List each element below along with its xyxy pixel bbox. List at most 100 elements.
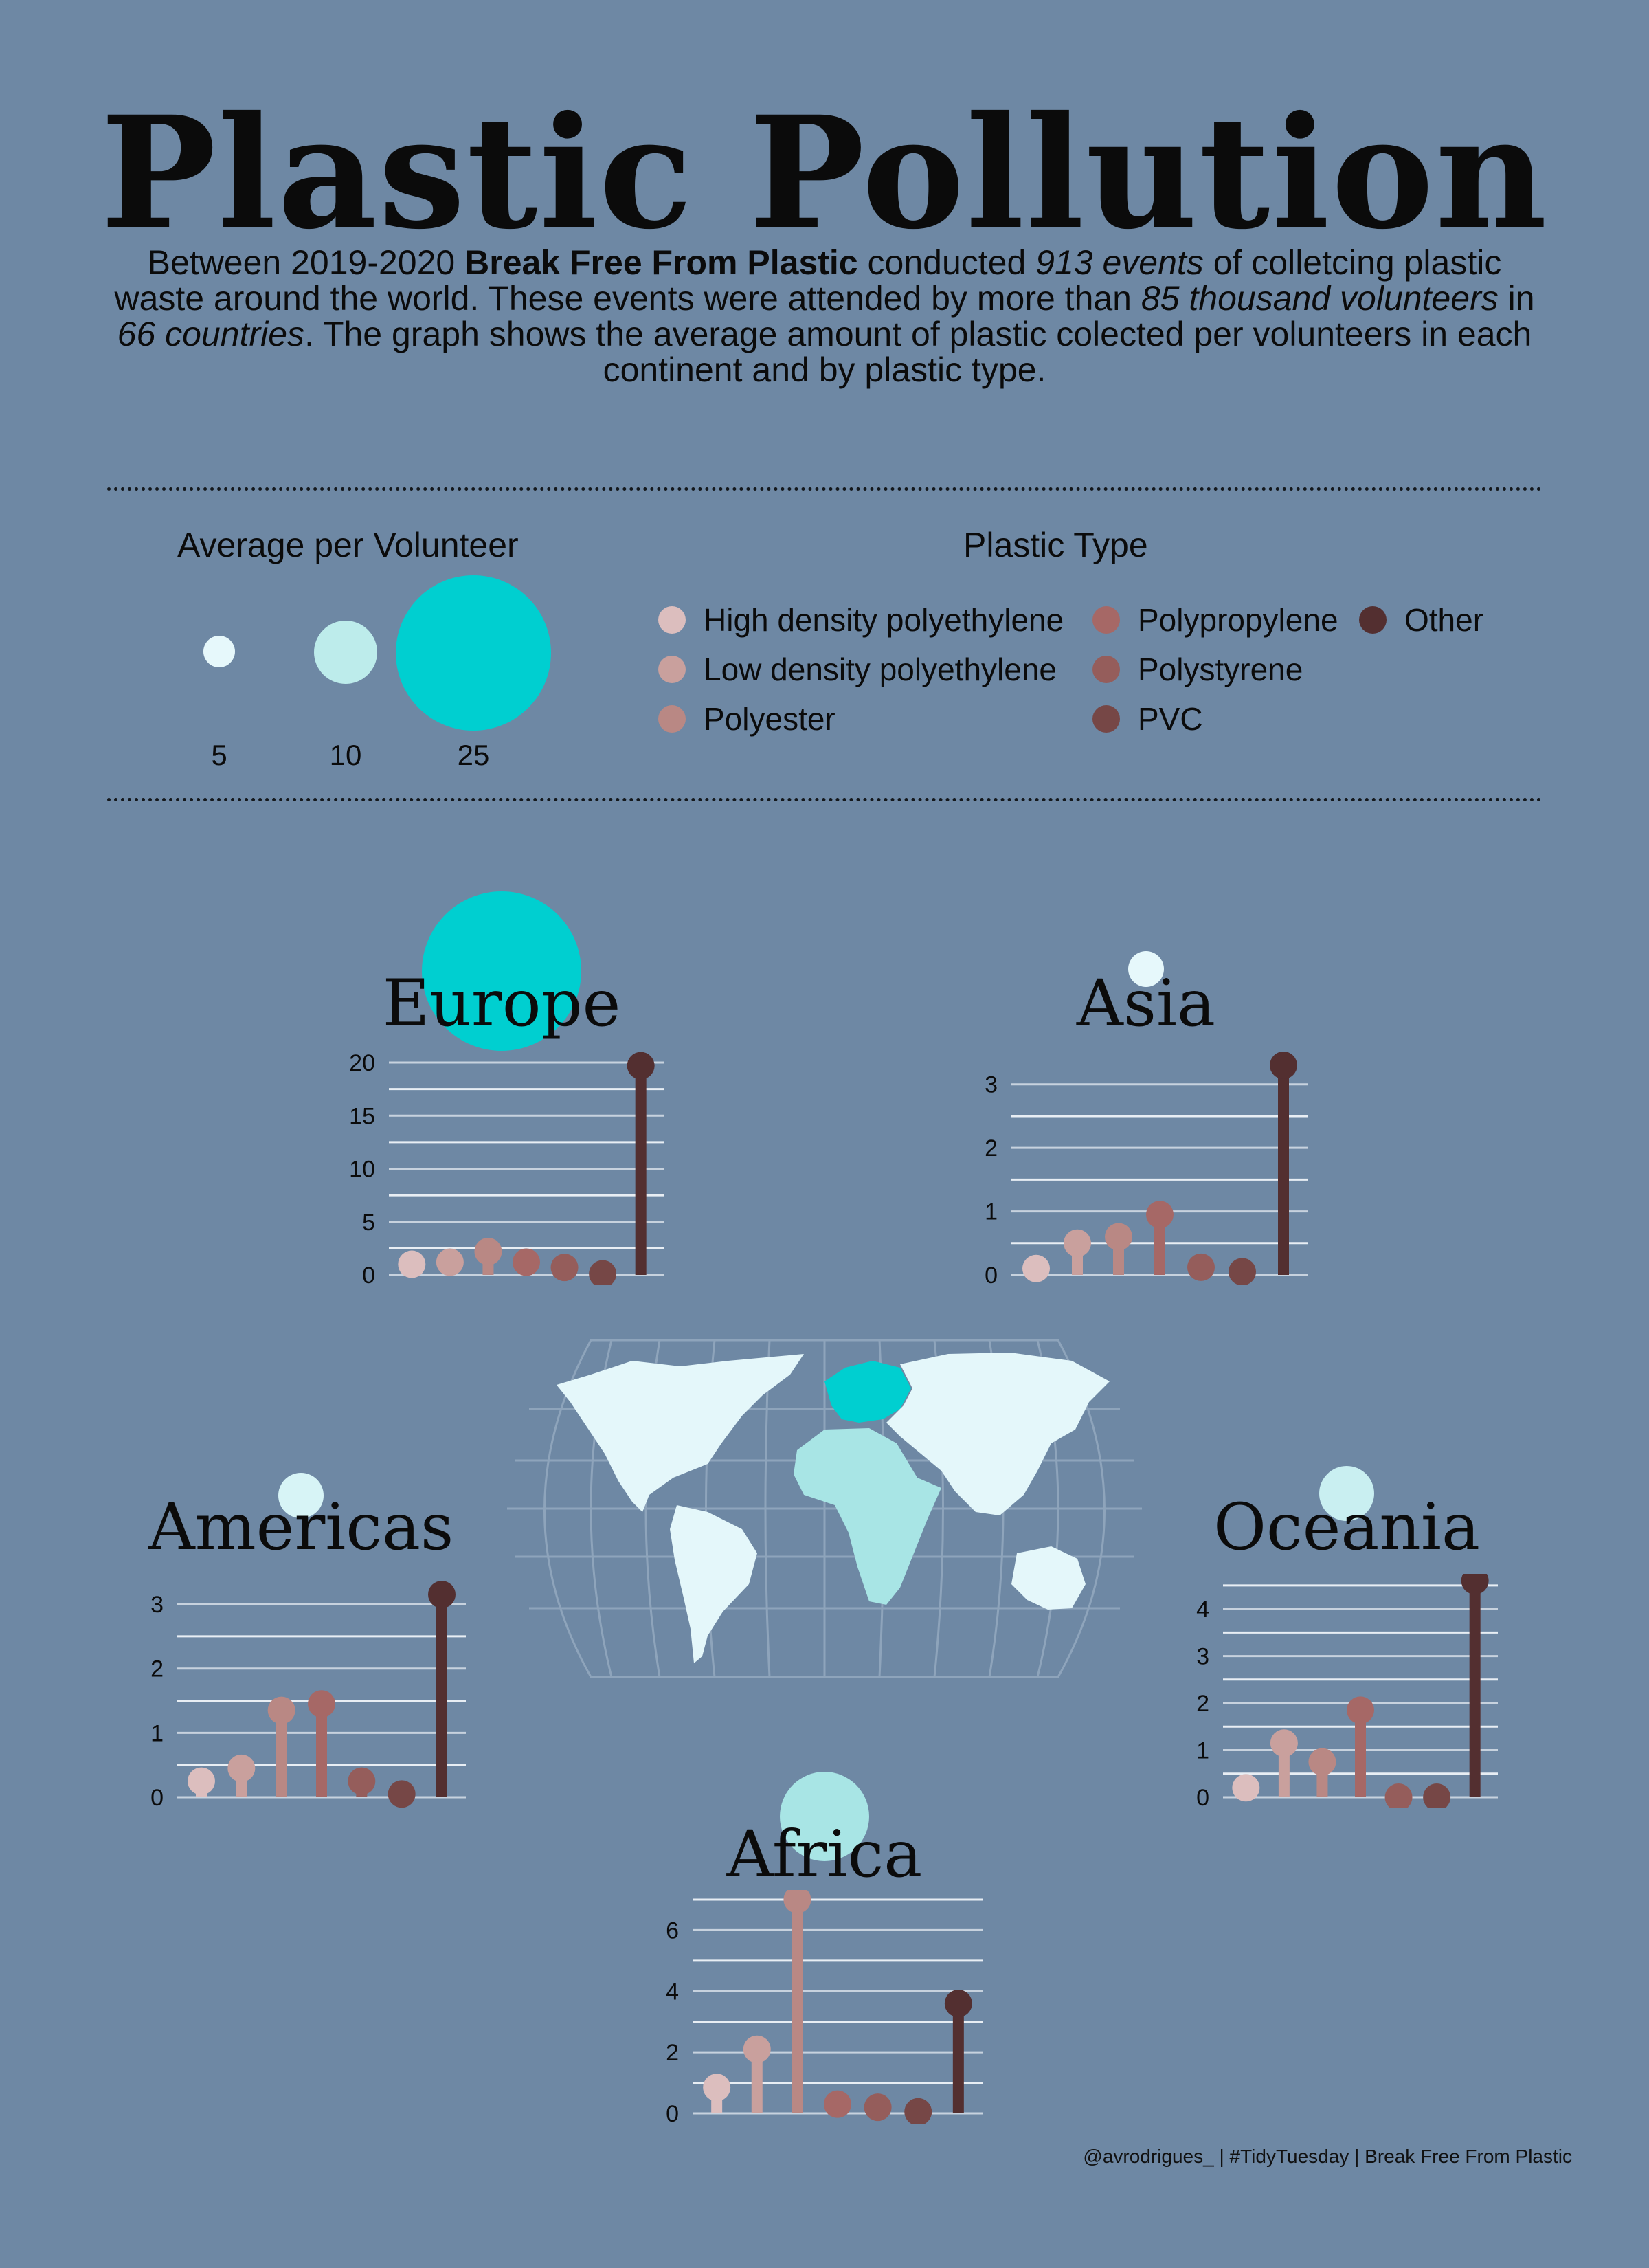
map-continents	[557, 1353, 1110, 1663]
size-legend-title: Average per Volunteer	[177, 526, 519, 564]
subtitle-text-2: conducted	[857, 243, 1036, 282]
africa-ytick-label: 4	[666, 1979, 679, 2005]
asia-point-6	[1229, 1258, 1256, 1285]
americas-point-6	[388, 1780, 416, 1808]
size-legend-bubble-5	[203, 636, 235, 667]
europe-ytick-label: 15	[349, 1103, 375, 1129]
oceania-ytick-label: 3	[1196, 1644, 1209, 1670]
europe-point-1	[398, 1250, 426, 1278]
americas-point-7	[428, 1581, 456, 1609]
asia-point-1	[1022, 1254, 1050, 1282]
legend-label-other: Other	[1404, 602, 1484, 638]
world-map	[507, 1339, 1142, 1678]
asia-ytick-label: 0	[985, 1263, 998, 1285]
oceania-bubble	[1319, 1466, 1374, 1521]
polystyrene-dot-icon	[1092, 656, 1120, 683]
americas-bubble	[278, 1473, 324, 1518]
divider-bottom	[107, 798, 1542, 801]
size-legend-label-10: 10	[329, 739, 362, 771]
legend-item-polypropylene: Polypropylene	[1092, 601, 1338, 638]
polypropylene-dot-icon	[1092, 606, 1120, 634]
subtitle-text-1: Between 2019-2020	[147, 243, 465, 282]
asia-point-5	[1187, 1253, 1215, 1281]
page-title: Plastic Pollution	[100, 82, 1549, 263]
oceania-point-5	[1384, 1783, 1413, 1808]
size-legend-label-25: 25	[457, 739, 490, 771]
size-legend-bubble-25	[396, 575, 551, 731]
oceania-title: Oceania	[1213, 1490, 1481, 1565]
legend-label-hdpe: High density polyethylene	[704, 602, 1064, 638]
americas-title: Americas	[148, 1490, 454, 1565]
asia-chart: 0 1 2 3	[985, 1052, 1308, 1285]
legend-item-ldpe: Low density polyethylene	[658, 651, 1057, 688]
asia-point-4	[1146, 1201, 1174, 1229]
type-legend-title: Plastic Type	[963, 526, 1148, 564]
legend-label-polyester: Polyester	[704, 701, 835, 737]
oceania-point-2	[1270, 1729, 1298, 1757]
africa-point-5	[864, 2093, 892, 2122]
asia-point-7	[1270, 1052, 1297, 1079]
americas-ytick-label: 3	[150, 1592, 164, 1618]
subtitle-volunteers: 85 thousand volunteers	[1141, 279, 1499, 318]
oceania-chart: 0 1 2 3 4	[1196, 1574, 1498, 1808]
africa-point-7	[944, 1990, 972, 2018]
europe-ytick-label: 0	[362, 1263, 375, 1285]
africa-ytick-label: 2	[666, 2040, 679, 2066]
size-legend-bubble-10	[314, 621, 377, 684]
africa-chart: 0 2 4 6	[666, 1890, 983, 2124]
americas-point-3	[267, 1696, 295, 1724]
map-oceania	[1011, 1546, 1086, 1610]
other-dot-icon	[1359, 606, 1387, 634]
europe-chart: 0 5 10 15 20	[349, 1052, 664, 1285]
legend-label-polypropylene: Polypropylene	[1138, 602, 1338, 638]
subtitle-text-3: of colletcing plastic waste around the w…	[114, 243, 1502, 318]
legend-item-polystyrene: Polystyrene	[1092, 651, 1303, 688]
subtitle-events: 913 events	[1035, 243, 1204, 282]
africa-title: Africa	[726, 1817, 923, 1892]
size-legend-label-5: 5	[211, 739, 227, 771]
subtitle-text-5: . The graph shows the average amount of …	[304, 315, 1532, 389]
europe-ytick-label: 5	[362, 1210, 375, 1236]
map-africa	[794, 1428, 941, 1605]
asia-point-3	[1105, 1223, 1132, 1251]
americas-ytick-label: 2	[150, 1656, 164, 1682]
subtitle-countries: 66 countries	[117, 315, 305, 353]
subtitle-org: Break Free From Plastic	[464, 243, 858, 282]
europe-ytick-label: 10	[349, 1157, 375, 1183]
oceania-ytick-label: 4	[1196, 1597, 1209, 1623]
pvc-dot-icon	[1092, 705, 1120, 733]
map-asia	[886, 1353, 1110, 1515]
europe-point-5	[550, 1254, 579, 1282]
africa-point-1	[703, 2074, 731, 2102]
americas-point-4	[308, 1690, 335, 1718]
africa-point-4	[824, 2090, 851, 2118]
africa-point-2	[743, 2035, 771, 2063]
map-south-america	[670, 1505, 757, 1663]
europe-point-7	[627, 1052, 655, 1080]
legend-item-hdpe: High density polyethylene	[658, 601, 1064, 638]
oceania-point-6	[1423, 1783, 1451, 1808]
europe-bubble	[422, 891, 581, 1051]
americas-point-2	[227, 1754, 256, 1782]
europe-point-3	[474, 1238, 502, 1266]
legend-label-pvc: PVC	[1138, 701, 1203, 737]
europe-ytick-label: 20	[349, 1052, 375, 1076]
europe-point-6	[589, 1260, 617, 1285]
legend-item-pvc: PVC	[1092, 700, 1203, 737]
oceania-point-7	[1461, 1574, 1489, 1594]
ldpe-dot-icon	[658, 656, 686, 683]
americas-point-5	[348, 1767, 376, 1795]
europe-point-2	[436, 1248, 464, 1276]
oceania-point-4	[1347, 1696, 1374, 1724]
asia-ytick-label: 2	[985, 1135, 998, 1161]
oceania-point-1	[1232, 1774, 1260, 1802]
asia-bubble	[1128, 951, 1164, 987]
oceania-ytick-label: 2	[1196, 1691, 1209, 1717]
africa-ytick-label: 6	[666, 1917, 679, 1944]
legend-label-ldpe: Low density polyethylene	[704, 652, 1057, 687]
credit-line: @avrodrigues_ | #TidyTuesday | Break Fre…	[1083, 2146, 1572, 2167]
oceania-ytick-label: 1	[1196, 1738, 1209, 1764]
map-europe	[824, 1361, 911, 1423]
africa-point-6	[904, 2098, 932, 2124]
divider-top	[107, 487, 1542, 491]
